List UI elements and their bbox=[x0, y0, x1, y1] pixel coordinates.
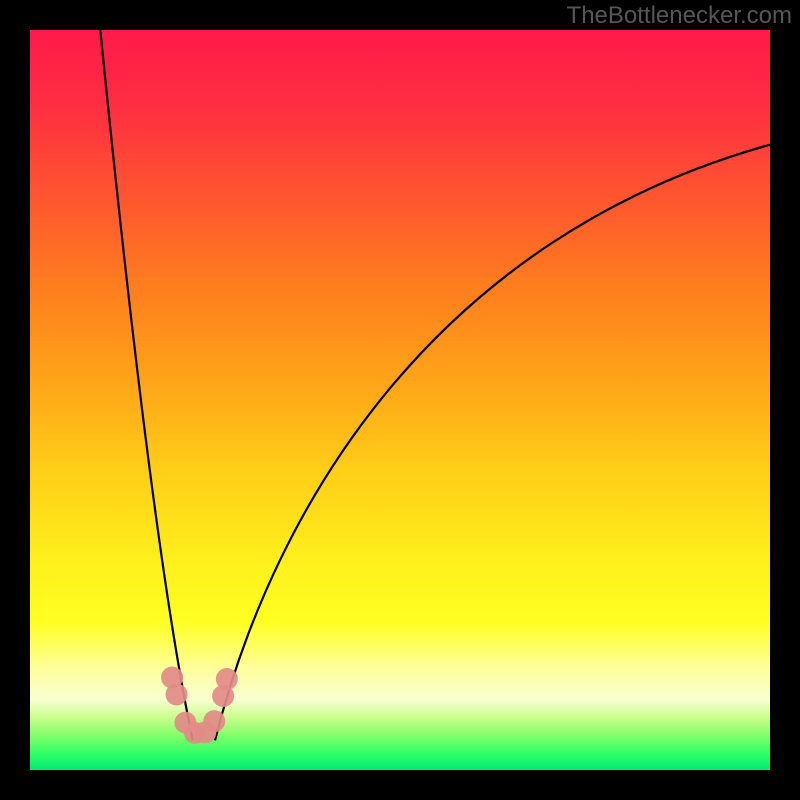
data-marker bbox=[216, 668, 238, 690]
watermark-text: TheBottlenecker.com bbox=[567, 2, 792, 30]
chart-frame: TheBottlenecker.com bbox=[0, 0, 800, 800]
data-marker bbox=[203, 710, 225, 732]
bottleneck-chart bbox=[30, 30, 770, 770]
data-marker bbox=[166, 684, 188, 706]
